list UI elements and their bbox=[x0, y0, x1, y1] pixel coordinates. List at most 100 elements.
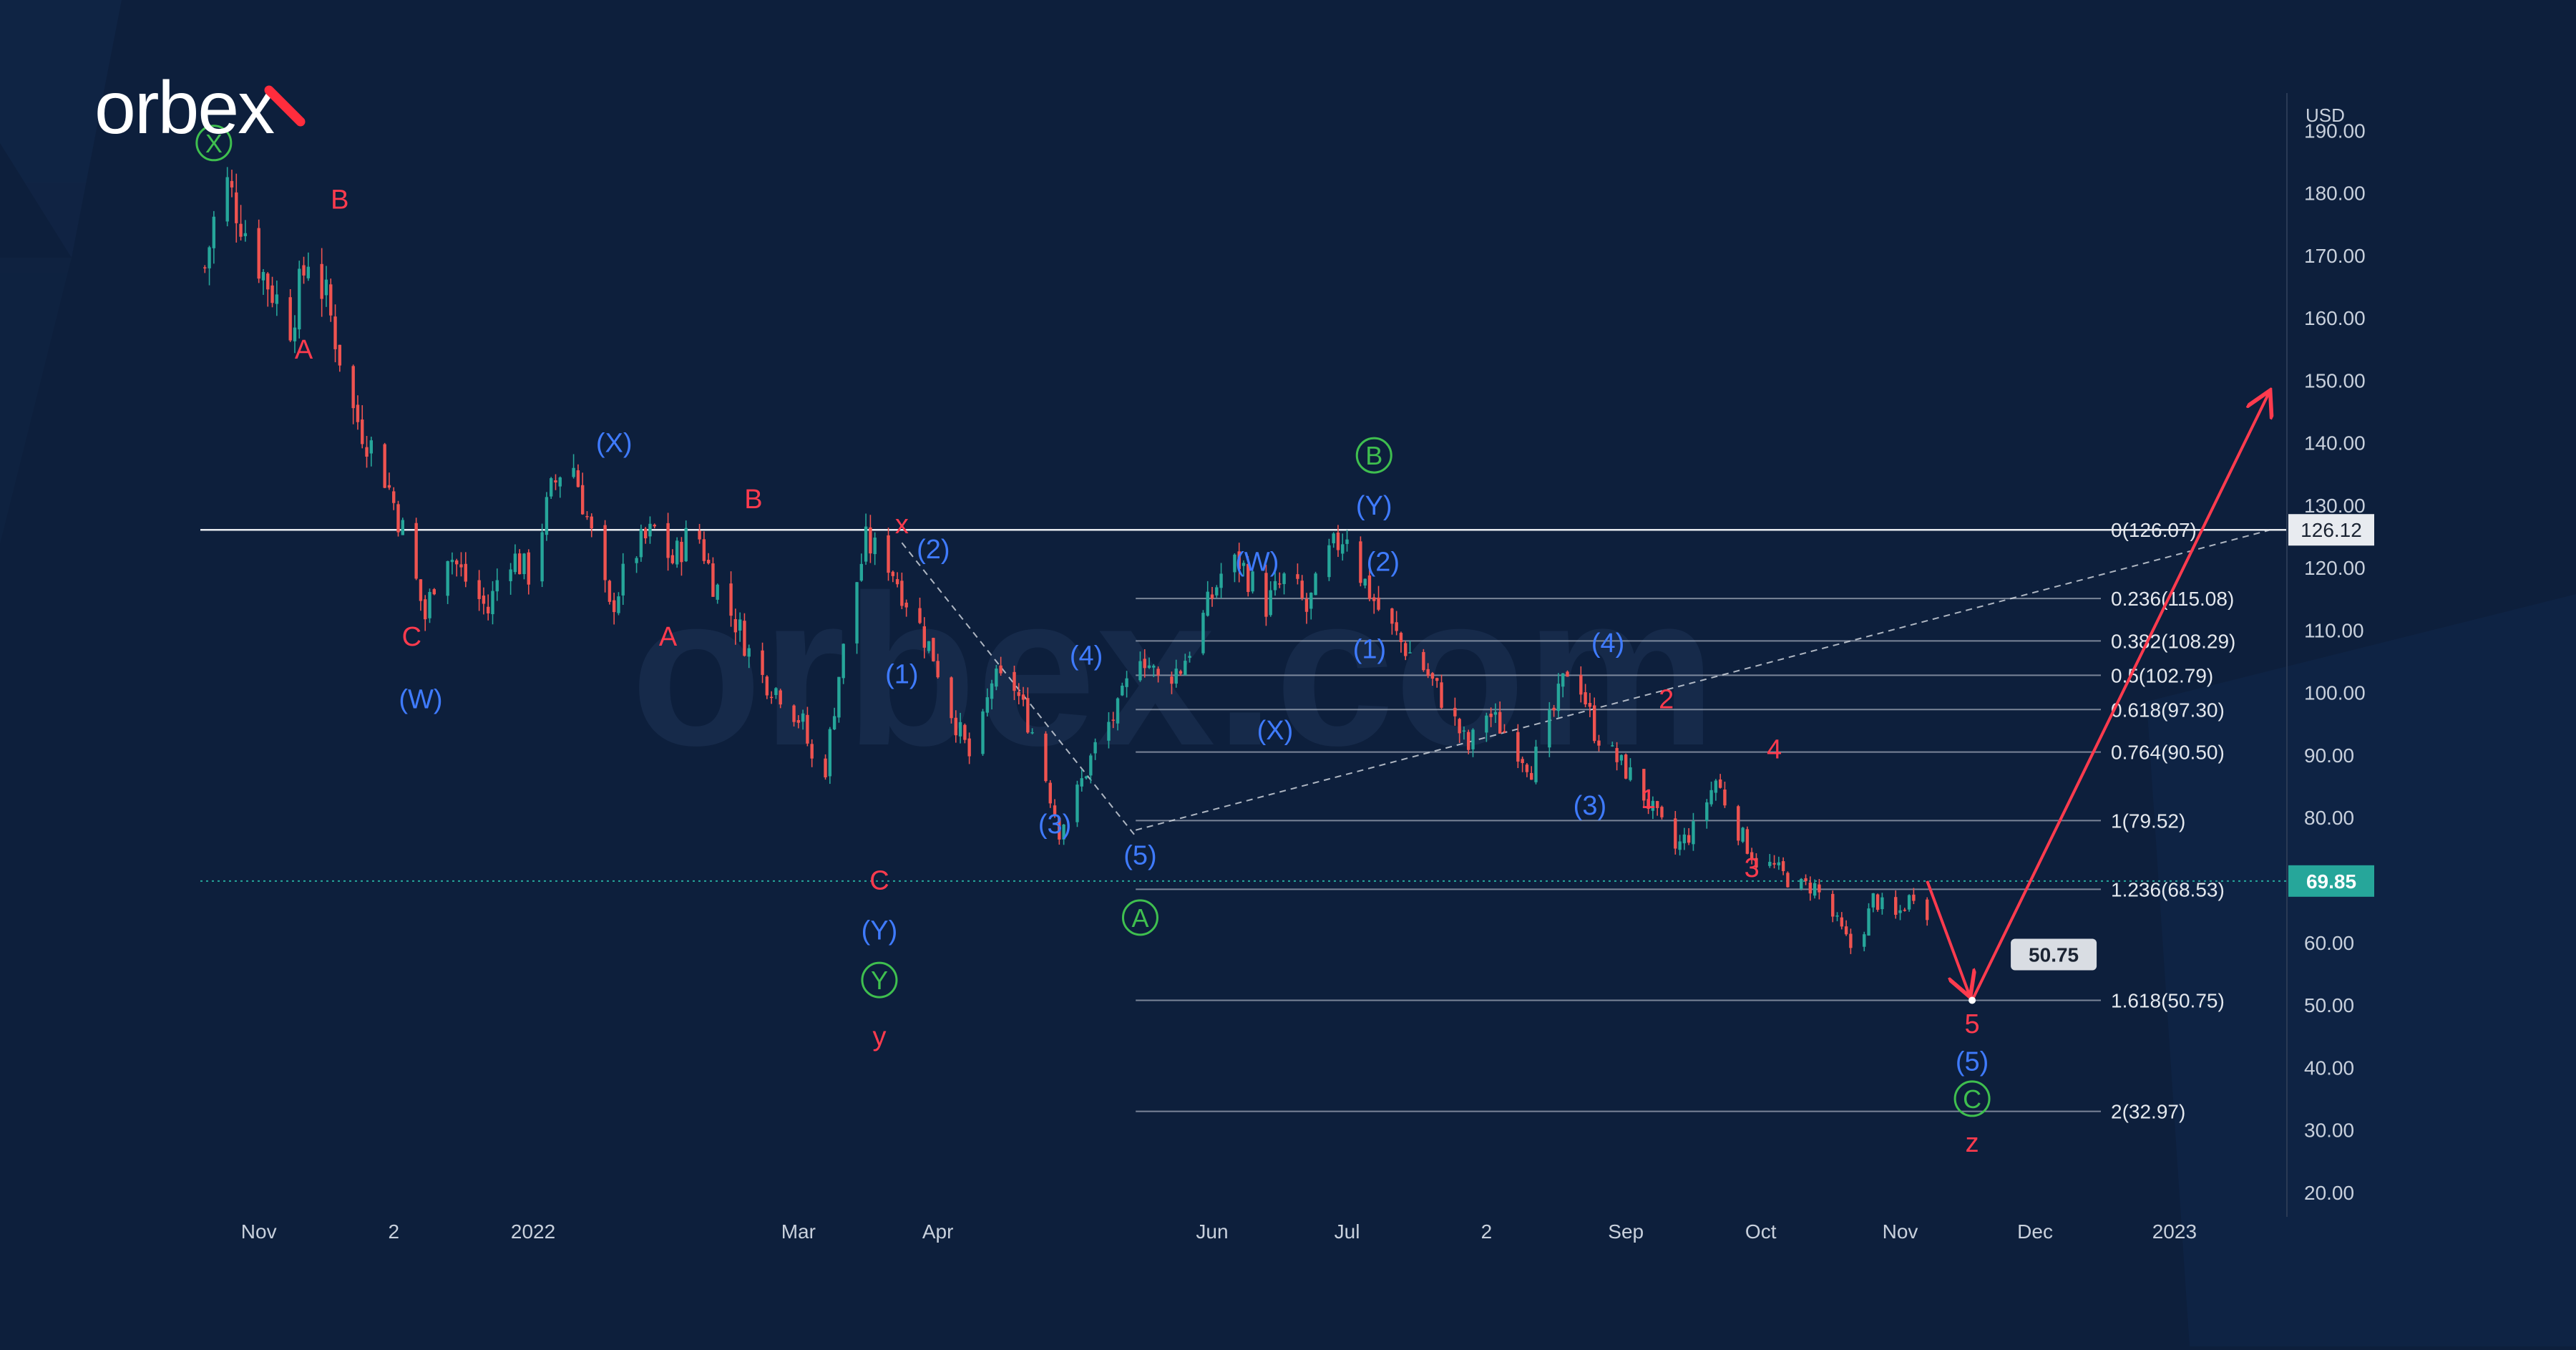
candle-body bbox=[1269, 590, 1272, 616]
candle-body bbox=[1926, 899, 1929, 921]
wave-label: B bbox=[744, 485, 762, 515]
candle-body bbox=[387, 485, 391, 488]
candle-body bbox=[208, 247, 211, 268]
x-tick-label: Jun bbox=[1196, 1220, 1228, 1243]
candle-body bbox=[266, 273, 270, 290]
level-badge-text: 126.12 bbox=[2301, 519, 2362, 541]
target-box bbox=[2011, 938, 2097, 971]
candle-body bbox=[1611, 745, 1614, 747]
x-tick-label: Apr bbox=[922, 1220, 954, 1243]
candle-body bbox=[1714, 780, 1718, 793]
candle-body bbox=[1561, 673, 1565, 687]
candle-body bbox=[351, 366, 355, 409]
candle-body bbox=[796, 719, 801, 723]
candle-body bbox=[572, 467, 575, 477]
wave-label: C bbox=[402, 622, 421, 652]
candle-body bbox=[545, 497, 549, 535]
candle-body bbox=[810, 744, 814, 759]
candle-body bbox=[1880, 897, 1884, 910]
candle-body bbox=[1768, 862, 1772, 866]
candle-body bbox=[365, 447, 369, 457]
candle-body bbox=[995, 669, 998, 687]
candle-body bbox=[1579, 674, 1583, 695]
candle-body bbox=[1651, 800, 1655, 811]
candle-body bbox=[1179, 671, 1183, 674]
logo-text: orbex bbox=[94, 67, 274, 150]
candle-body bbox=[1521, 759, 1524, 763]
candle-body bbox=[1300, 581, 1304, 598]
candle-body bbox=[1682, 834, 1687, 844]
y-tick-label: 80.00 bbox=[2304, 807, 2354, 829]
wave-label: 2 bbox=[1659, 684, 1674, 714]
candle-body bbox=[1831, 893, 1835, 917]
candle-body bbox=[1705, 802, 1709, 821]
target-label: 50.75 bbox=[2029, 943, 2079, 966]
wave-label-circle bbox=[1953, 1080, 1991, 1117]
wave-label: 5 bbox=[1965, 1009, 1980, 1039]
candle-body bbox=[459, 564, 463, 568]
candle-body bbox=[396, 504, 400, 533]
x-tick-label: Mar bbox=[781, 1220, 816, 1243]
candle-body bbox=[306, 266, 311, 278]
candle-body bbox=[1237, 551, 1241, 570]
candle-body bbox=[1530, 772, 1533, 780]
wave-label: (X) bbox=[1257, 716, 1294, 746]
candle-body bbox=[891, 571, 895, 576]
y-tick-label: 120.00 bbox=[2304, 557, 2366, 579]
candle-body bbox=[270, 285, 274, 303]
fib-levels: 0(126.07)0.236(115.08)0.382(108.29)0.5(1… bbox=[1136, 519, 2235, 1123]
candle-body bbox=[414, 523, 418, 579]
candle-body bbox=[1471, 729, 1475, 749]
candle-body bbox=[666, 523, 670, 558]
candle-body bbox=[1548, 709, 1551, 748]
candle-body bbox=[1058, 817, 1061, 840]
wave-label-circle bbox=[195, 125, 233, 162]
candle-body bbox=[1867, 908, 1870, 936]
candle-body bbox=[540, 532, 544, 582]
candle-body bbox=[1233, 554, 1236, 573]
candle-body bbox=[1075, 785, 1079, 822]
candle-body bbox=[554, 480, 557, 483]
projection-down-arrow bbox=[1926, 880, 1969, 995]
candle-body bbox=[1408, 652, 1412, 654]
candle-body bbox=[904, 602, 908, 608]
level-badge: 126.12 bbox=[2288, 514, 2374, 546]
candle-body bbox=[603, 525, 607, 581]
candle-body bbox=[1435, 678, 1439, 681]
candle-body bbox=[1912, 894, 1916, 901]
candle-body bbox=[1363, 578, 1367, 586]
candles bbox=[203, 167, 1929, 954]
candle-body bbox=[1624, 754, 1628, 779]
candle-body bbox=[1030, 732, 1034, 734]
candle-body bbox=[729, 583, 733, 616]
candle-body bbox=[491, 591, 494, 615]
wave-label: (1) bbox=[1353, 635, 1386, 665]
candle-body bbox=[733, 619, 738, 633]
candle-body bbox=[1062, 824, 1065, 840]
candle-body bbox=[981, 711, 985, 754]
candle-body bbox=[1462, 730, 1466, 732]
candle-body bbox=[711, 563, 715, 597]
candle-body bbox=[320, 263, 323, 299]
y-tick-label: 60.00 bbox=[2304, 932, 2354, 954]
candle-body bbox=[558, 477, 562, 487]
candle-body bbox=[1835, 916, 1839, 917]
candle-body bbox=[1516, 732, 1520, 762]
candle-body bbox=[918, 608, 922, 623]
y-tick-label: 150.00 bbox=[2304, 369, 2366, 392]
candle-body bbox=[424, 599, 427, 620]
candle-body bbox=[450, 560, 454, 563]
candle-body bbox=[513, 553, 517, 573]
candle-body bbox=[1125, 678, 1128, 687]
candle-body bbox=[648, 523, 652, 537]
y-tick-label: 100.00 bbox=[2304, 682, 2366, 704]
candle-body bbox=[806, 714, 809, 744]
level-badge-box bbox=[2288, 514, 2374, 546]
candle-body bbox=[1493, 712, 1498, 715]
candle-body bbox=[1336, 532, 1340, 550]
candle-body bbox=[1048, 782, 1052, 804]
candle-body bbox=[1121, 685, 1124, 696]
candle-body bbox=[203, 267, 207, 268]
